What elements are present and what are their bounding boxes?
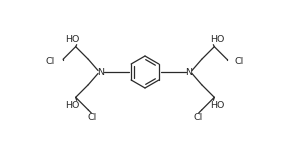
Text: Cl: Cl <box>235 57 244 66</box>
Text: HO: HO <box>66 101 80 110</box>
Text: HO: HO <box>210 35 224 44</box>
Text: Cl: Cl <box>193 113 202 122</box>
Text: Cl: Cl <box>88 113 97 122</box>
Text: N: N <box>186 67 193 77</box>
Text: N: N <box>97 67 104 77</box>
Text: Cl: Cl <box>46 57 55 66</box>
Text: HO: HO <box>210 101 224 110</box>
Text: HO: HO <box>66 35 80 44</box>
